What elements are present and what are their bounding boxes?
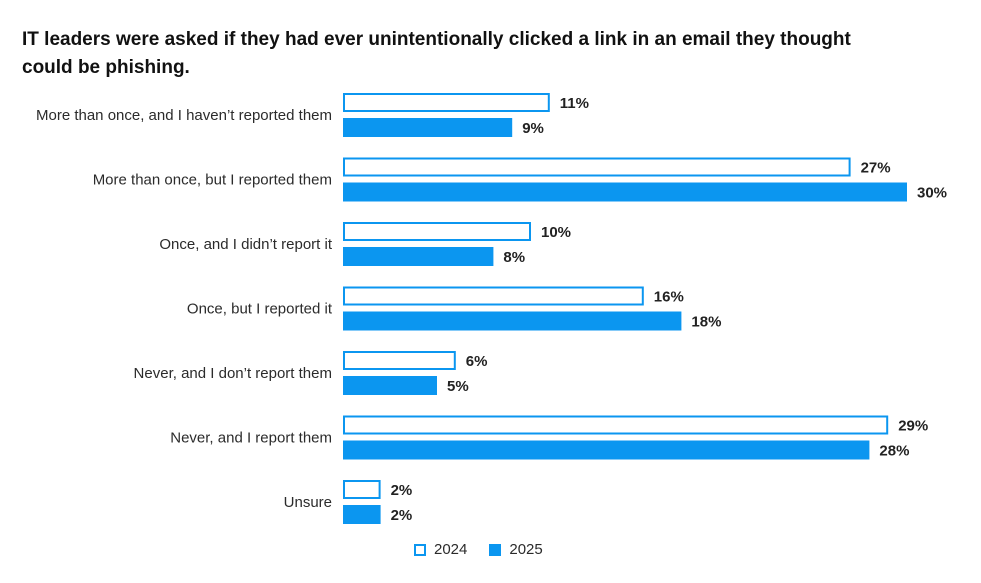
category-label: Never, and I report them (170, 430, 332, 447)
category-label: Never, and I don’t report them (134, 365, 332, 382)
chart-title: IT leaders were asked if they had ever u… (22, 29, 851, 78)
data-label-2024-3: 16% (654, 289, 684, 306)
data-label-2024-1: 27% (861, 160, 891, 177)
category-label: Unsure (284, 494, 332, 511)
data-label-2025-6: 2% (391, 507, 413, 524)
legend-label-2024: 2024 (434, 541, 468, 558)
legend-swatch-2024 (414, 543, 426, 556)
category-label: More than once, but I reported them (93, 172, 332, 189)
data-label-2025-2: 8% (503, 249, 525, 266)
bar-2025-0 (343, 118, 513, 137)
category-label: More than once, and I haven’t reported t… (36, 107, 332, 124)
bar-2025-4 (343, 376, 437, 395)
bar-2025-2 (343, 247, 494, 266)
legend-swatch-2025 (489, 543, 502, 556)
legend-item-2025: 2025 (489, 541, 543, 558)
legend-item-2024: 2024 (414, 541, 467, 558)
category-label: Once, and I didn’t report it (159, 236, 332, 253)
data-label-2024-0: 11% (560, 95, 589, 112)
category-label: Once, but I reported it (187, 301, 333, 318)
data-label-2025-0: 9% (522, 120, 544, 137)
data-label-2025-5: 28% (879, 443, 909, 460)
data-label-2024-5: 29% (898, 418, 928, 435)
legend: 2024 2025 (414, 541, 565, 558)
legend-label-2025: 2025 (509, 541, 543, 558)
data-label-2025-1: 30% (917, 185, 947, 202)
data-label-2025-3: 18% (691, 314, 721, 331)
bar-2025-3 (343, 311, 682, 331)
bar-2025-5 (343, 440, 870, 460)
bar-2024-1 (343, 157, 851, 177)
bar-2024-4 (343, 351, 456, 370)
bar-2024-5 (343, 415, 889, 435)
data-label-2024-2: 10% (541, 224, 571, 241)
bar-2024-2 (343, 222, 531, 241)
bar-2024-3 (343, 286, 644, 306)
data-label-2024-6: 2% (391, 482, 413, 499)
bar-2025-1 (343, 182, 907, 202)
data-label-2025-4: 5% (447, 378, 469, 395)
bar-2025-6 (343, 505, 381, 524)
data-label-2024-4: 6% (466, 353, 488, 370)
bar-2024-0 (343, 93, 550, 112)
bar-2024-6 (343, 480, 381, 499)
